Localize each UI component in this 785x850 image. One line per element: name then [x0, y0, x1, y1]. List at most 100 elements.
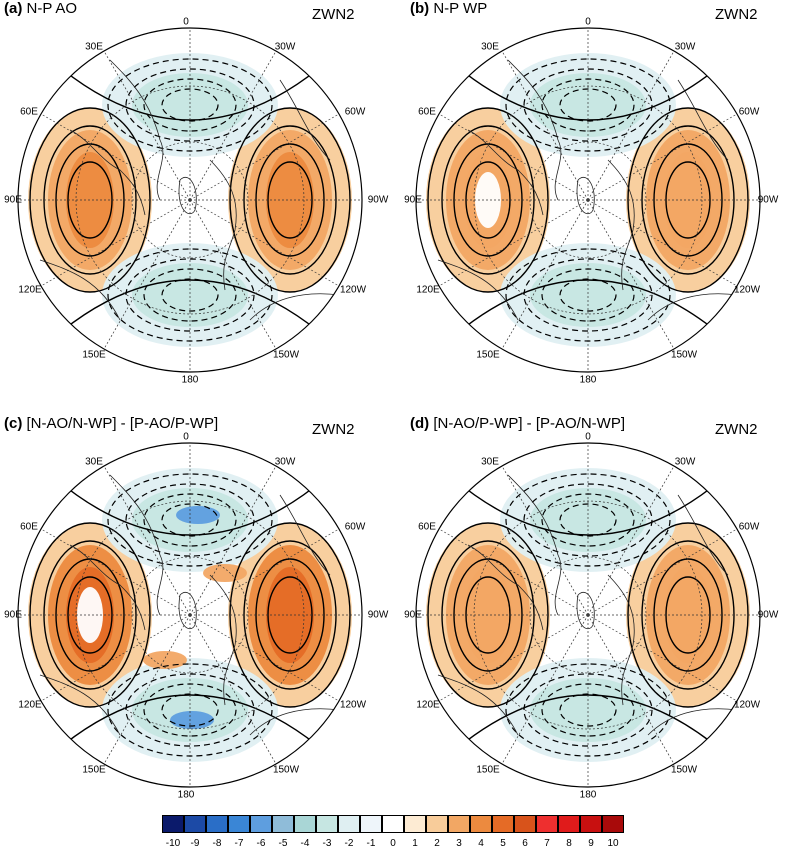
lon-label-150w: 150W — [670, 349, 698, 361]
contour-negative-south — [125, 673, 255, 747]
colorbar-swatch — [470, 815, 492, 833]
polar-map — [415, 442, 761, 788]
lon-label-150e: 150E — [476, 764, 500, 776]
panel-name: [N-AO/N-WP] - [P-AO/P-WP] — [26, 415, 219, 432]
lon-label-60e: 60E — [20, 106, 38, 118]
colorbar-swatch — [404, 815, 426, 833]
coastline — [279, 79, 331, 161]
colorbar-tick-label: 4 — [478, 838, 484, 849]
panel-title: (a) N-P AO — [4, 0, 77, 17]
lon-label-60w: 60W — [344, 106, 366, 118]
coastline — [467, 544, 544, 631]
colorbar-tick-label: 0 — [390, 838, 396, 849]
colorbar-tick-label: 1 — [412, 838, 418, 849]
lon-label-90w: 90W — [757, 609, 779, 621]
colorbar-tick-label: -5 — [278, 838, 288, 849]
meridian-line — [189, 199, 277, 350]
coastline — [437, 674, 519, 736]
polar-map — [415, 27, 761, 373]
coastline — [647, 293, 739, 321]
coastline — [607, 159, 635, 291]
lon-label-180: 180 — [181, 374, 199, 386]
colorbar-tick-label: -10 — [165, 838, 181, 849]
lon-label-150e: 150E — [82, 764, 106, 776]
colorbar-swatch — [184, 815, 206, 833]
lon-label-60e: 60E — [20, 521, 38, 533]
lon-label-90e: 90E — [4, 194, 22, 206]
colorbar-swatch — [294, 815, 316, 833]
panel-title: (b) N-P WP — [410, 0, 487, 17]
meridian-line — [587, 614, 738, 702]
contour-negative-north — [523, 483, 653, 557]
meridian-line — [587, 199, 738, 287]
coastline — [607, 574, 635, 706]
lon-label-150w: 150W — [670, 764, 698, 776]
coastline — [467, 129, 544, 216]
lon-label-120e: 120E — [416, 699, 440, 711]
contour-negative-north — [559, 503, 617, 537]
lon-label-120w: 120W — [733, 284, 761, 296]
negative-anomaly-north-peak — [176, 506, 220, 524]
meridian-line — [189, 199, 340, 287]
panel-name: [N-AO/P-WP] - [P-AO/N-WP] — [433, 415, 625, 432]
meridian-line — [103, 199, 191, 350]
coastline — [249, 708, 341, 736]
map-boundary — [415, 442, 761, 788]
coastline — [209, 159, 237, 291]
positive-anomaly-inner-north — [203, 564, 247, 582]
lon-label-30w: 30W — [274, 456, 296, 468]
contour-negative-north — [559, 88, 617, 122]
panel-name: N-P AO — [26, 0, 78, 17]
colorbar-tick-label: 2 — [434, 838, 440, 849]
contour-negative-north — [161, 503, 219, 537]
negative-anomaly-south-core — [530, 263, 646, 327]
colorbar-tick-label: 8 — [566, 838, 572, 849]
meridian-line — [587, 199, 675, 350]
map-body — [416, 443, 760, 787]
polar-map — [17, 27, 363, 373]
colorbar-tick-label: -9 — [190, 838, 200, 849]
lon-label-30w: 30W — [674, 41, 696, 53]
map-body — [18, 443, 362, 787]
map-boundary — [415, 27, 761, 373]
colorbar-tick-label: 5 — [500, 838, 506, 849]
meridian-line — [103, 50, 191, 201]
meridian-line — [189, 614, 340, 702]
map-boundary — [17, 442, 363, 788]
panel-c: (c) [N-AO/N-WP] - [P-AO/P-WP] ZWN2 0 30E… — [0, 415, 392, 825]
lon-label-120e: 120E — [416, 284, 440, 296]
lon-label-90w: 90W — [757, 194, 779, 206]
lon-label-150w: 150W — [272, 349, 300, 361]
coastline — [677, 494, 729, 576]
lon-label-30e: 30E — [85, 41, 103, 53]
meridian-line — [501, 614, 589, 765]
panel-d: (d) [N-AO/P-WP] - [P-AO/N-WP] ZWN2 0 30E… — [398, 415, 785, 825]
lon-label-0: 0 — [183, 16, 189, 28]
map-body — [18, 28, 362, 372]
meridian-line — [40, 113, 191, 201]
colorbar-swatch — [448, 815, 470, 833]
contour-negative-north — [125, 68, 255, 142]
colorbar-tick-label: 7 — [544, 838, 550, 849]
colorbar-swatch — [558, 815, 580, 833]
contour-negative-north — [161, 88, 219, 122]
colorbar-swatch — [492, 815, 514, 833]
panel-letter: (d) — [410, 415, 430, 432]
contour-negative-south — [559, 693, 617, 727]
coastline — [647, 708, 739, 736]
lon-label-90e: 90E — [404, 194, 422, 206]
panel-name: N-P WP — [433, 0, 488, 17]
lon-label-60w: 60W — [344, 521, 366, 533]
lon-label-180: 180 — [579, 374, 597, 386]
meridian-line — [103, 614, 191, 765]
contour-negative-south — [161, 278, 219, 312]
lon-label-30w: 30W — [274, 41, 296, 53]
lon-label-150w: 150W — [272, 764, 300, 776]
lon-label-60w: 60W — [738, 106, 760, 118]
lon-label-60e: 60E — [418, 521, 436, 533]
negative-anomaly-north-core — [530, 488, 646, 552]
colorbar-tick-label: -2 — [344, 838, 354, 849]
negative-anomaly-south-core — [530, 678, 646, 742]
colorbar-swatch — [338, 815, 360, 833]
lon-label-120w: 120W — [339, 699, 367, 711]
